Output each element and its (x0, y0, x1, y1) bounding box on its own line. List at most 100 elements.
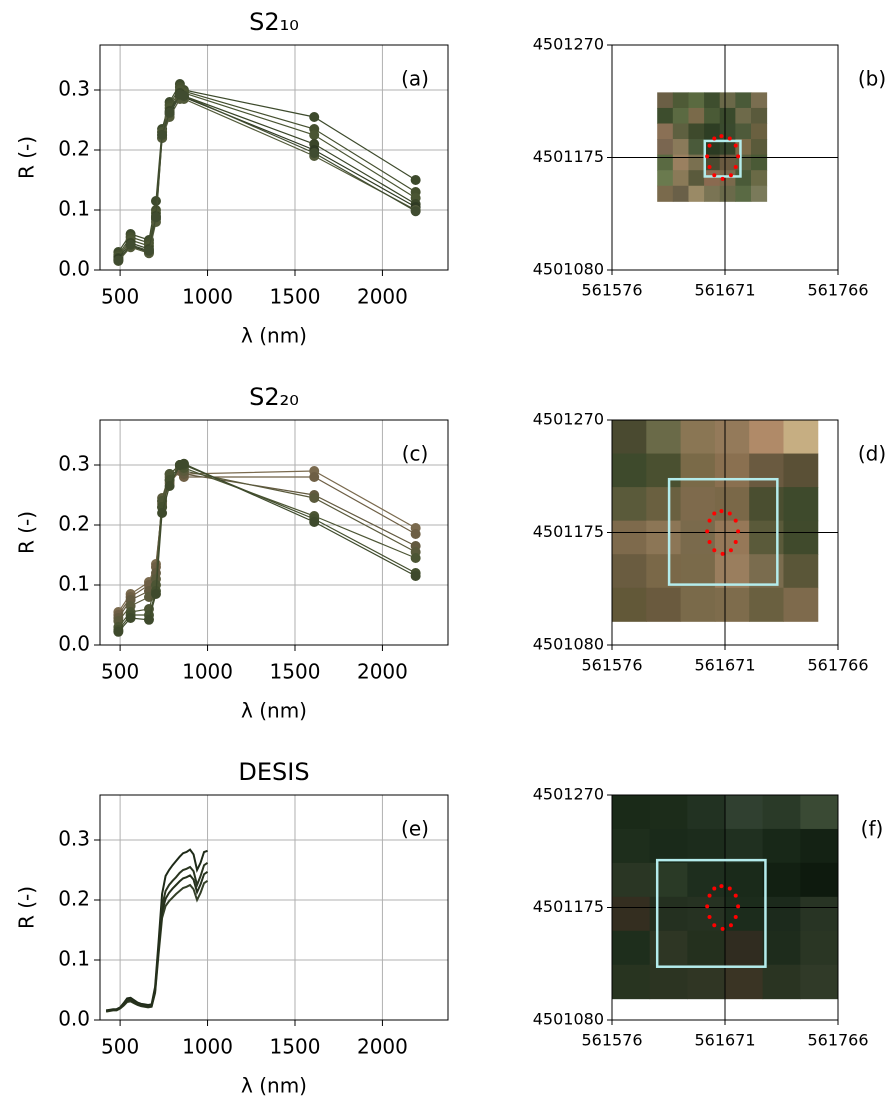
pixel (800, 897, 838, 931)
field-outline-dot (734, 915, 738, 919)
field-outline-dot (729, 923, 733, 927)
pixel (749, 554, 784, 588)
panel-label: (f) (861, 817, 884, 841)
pixel (681, 487, 716, 521)
x-tick-label: 561671 (694, 656, 755, 675)
pixel (751, 139, 767, 155)
pixel (612, 829, 650, 863)
series-line (118, 99, 415, 261)
y-tick-label: 0.0 (58, 632, 90, 656)
series-line (118, 471, 415, 612)
field-outline-dot (719, 884, 723, 888)
pixel (704, 123, 720, 139)
y-tick-label: 4501175 (533, 147, 604, 166)
pixel (783, 521, 818, 555)
pixel (800, 965, 838, 999)
chart-title: S2₁₀ (249, 8, 299, 36)
pixel (646, 521, 681, 555)
pixel (657, 92, 673, 108)
pixel (673, 139, 689, 155)
y-axis-label: R (-) (15, 511, 39, 554)
series-line (106, 863, 207, 1011)
pixel (650, 829, 688, 863)
pixel (681, 554, 716, 588)
pixel (735, 123, 751, 139)
x-tick-label: 561576 (581, 281, 642, 300)
y-tick-label: 0.0 (58, 1007, 90, 1031)
x-tick-label: 1500 (270, 660, 321, 684)
series-line (118, 471, 415, 615)
pixel (612, 965, 650, 999)
data-point (126, 613, 136, 623)
pixel (763, 829, 801, 863)
pixel (687, 863, 725, 897)
x-tick-label: 561671 (694, 281, 755, 300)
pixel (673, 123, 689, 139)
y-tick-label: 4501270 (533, 785, 604, 804)
field-outline-dot (729, 548, 733, 552)
pixel (749, 588, 784, 622)
pixel (657, 123, 673, 139)
pixel (681, 454, 716, 488)
field-outline-dot (721, 927, 725, 931)
x-tick-label: 561766 (807, 656, 868, 675)
pixel (763, 795, 801, 829)
pixel (720, 108, 736, 124)
pixel (657, 108, 673, 124)
pixel (673, 108, 689, 124)
field-outline-dot (736, 904, 740, 908)
field-outline-dot (705, 529, 709, 533)
series-line (106, 850, 207, 1011)
field-outline-dot (734, 165, 738, 169)
y-tick-label: 4501080 (533, 635, 604, 654)
x-axis-label: λ (nm) (241, 1074, 307, 1098)
field-outline-dot (708, 915, 712, 919)
data-point (411, 175, 421, 185)
pixel (687, 829, 725, 863)
data-point (165, 108, 175, 118)
pixel (650, 863, 688, 897)
y-tick-label: 4501270 (533, 35, 604, 54)
pixel (704, 108, 720, 124)
y-tick-label: 4501080 (533, 260, 604, 279)
pixel (688, 92, 704, 108)
field-outline-dot (729, 173, 733, 177)
pixel (749, 454, 784, 488)
x-tick-label: 561576 (581, 656, 642, 675)
panel-label: (b) (858, 67, 886, 91)
y-tick-label: 0.2 (58, 887, 90, 911)
data-point (411, 529, 421, 539)
pixel (704, 170, 720, 186)
pixel (725, 863, 763, 897)
data-point (151, 212, 161, 222)
pixel (783, 487, 818, 521)
field-outline-dot (721, 177, 725, 181)
y-tick-label: 0.2 (58, 137, 90, 161)
pixel (657, 170, 673, 186)
panel-label: (d) (858, 442, 886, 466)
pixel (800, 829, 838, 863)
data-point (411, 206, 421, 216)
series-line (118, 93, 415, 258)
pixel (612, 795, 650, 829)
field-outline-dot (705, 154, 709, 158)
pixel (720, 92, 736, 108)
pixel (800, 863, 838, 897)
field-outline-dot (728, 137, 732, 141)
pixel (612, 521, 647, 555)
pixel (657, 139, 673, 155)
data-point (411, 571, 421, 581)
panel-label: (e) (401, 817, 429, 841)
pixel (735, 186, 751, 202)
x-tick-label: 500 (101, 285, 139, 309)
data-point (309, 112, 319, 122)
field-outline-dot (734, 540, 738, 544)
x-axis-label: λ (nm) (241, 324, 307, 348)
series-line (118, 464, 415, 632)
pixel (751, 108, 767, 124)
pixel (681, 588, 716, 622)
x-tick-label: 500 (101, 660, 139, 684)
y-tick-label: 4501080 (533, 1010, 604, 1029)
y-axis-label: R (-) (15, 136, 39, 179)
